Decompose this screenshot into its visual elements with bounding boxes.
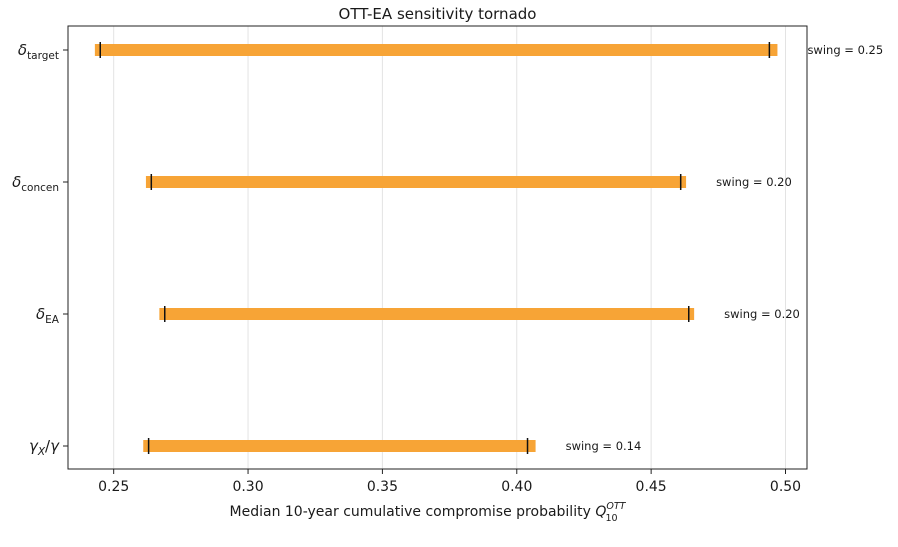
tornado-bar bbox=[145, 176, 687, 188]
y-tick-label: δEA bbox=[36, 305, 60, 326]
x-tick-label: 0.40 bbox=[501, 479, 532, 495]
y-tick-label: γX/γ bbox=[29, 437, 60, 458]
tornado-bar bbox=[143, 440, 536, 452]
plot-frame bbox=[67, 25, 808, 470]
swing-label: swing = 0.14 bbox=[566, 439, 642, 453]
x-axis-label: Median 10-year cumulative compromise pro… bbox=[230, 501, 627, 524]
y-axis: δtarget δconcen δEA γX/γ bbox=[12, 41, 68, 458]
y-tick-label: δconcen bbox=[12, 173, 59, 194]
x-tick-label: 0.30 bbox=[232, 479, 263, 495]
x-tick-label: 0.25 bbox=[98, 479, 129, 495]
x-tick-label: 0.45 bbox=[636, 479, 667, 495]
tornado-bar bbox=[159, 308, 695, 320]
gridlines bbox=[113, 26, 787, 469]
swing-label: swing = 0.20 bbox=[716, 175, 792, 189]
bars-group: swing = 0.25 swing = 0.20 swing = 0.20 swin… bbox=[94, 42, 883, 454]
swing-label: swing = 0.25 bbox=[807, 43, 883, 57]
x-axis: 0.25 0.30 0.35 0.40 0.45 0.50 bbox=[98, 469, 801, 495]
x-tick-label: 0.50 bbox=[770, 479, 801, 495]
tornado-bar bbox=[94, 44, 778, 56]
y-tick-label: δtarget bbox=[18, 41, 59, 62]
swing-label: swing = 0.20 bbox=[724, 307, 800, 321]
x-tick-label: 0.35 bbox=[367, 479, 398, 495]
chart-title: OTT-EA sensitivity tornado bbox=[339, 5, 537, 23]
